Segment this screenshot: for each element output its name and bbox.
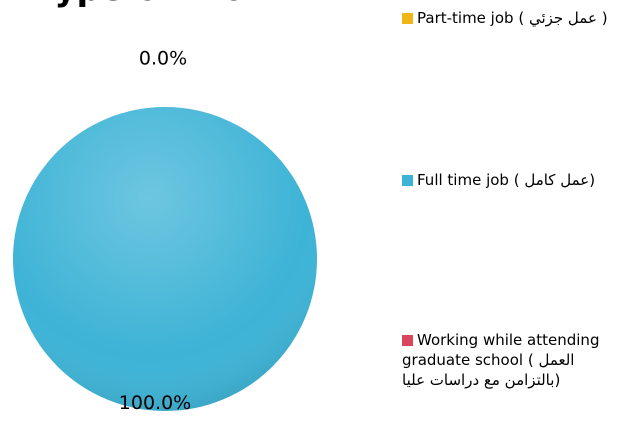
chart-title: Type of Work (35, 0, 286, 9)
pie-shading (13, 107, 317, 411)
legend-swatch (402, 335, 413, 346)
legend-item: Full time job ( عمل كامل) (402, 170, 617, 190)
chart: Type of Work 0.0% 100.0% (13, 0, 317, 414)
legend-swatch (402, 175, 413, 186)
legend-item: Working while attending graduate school … (402, 330, 617, 390)
legend-label: Full time job ( عمل كامل) (417, 171, 596, 189)
data-label: 0.0% (139, 48, 187, 70)
legend-label: Part-time job ( عمل جزئي ) (417, 9, 608, 27)
legend-swatch (402, 13, 413, 24)
legend-label: Working while attending graduate school … (402, 331, 600, 389)
legend-item: Part-time job ( عمل جزئي ) (402, 8, 617, 28)
data-label: 100.0% (119, 392, 191, 414)
